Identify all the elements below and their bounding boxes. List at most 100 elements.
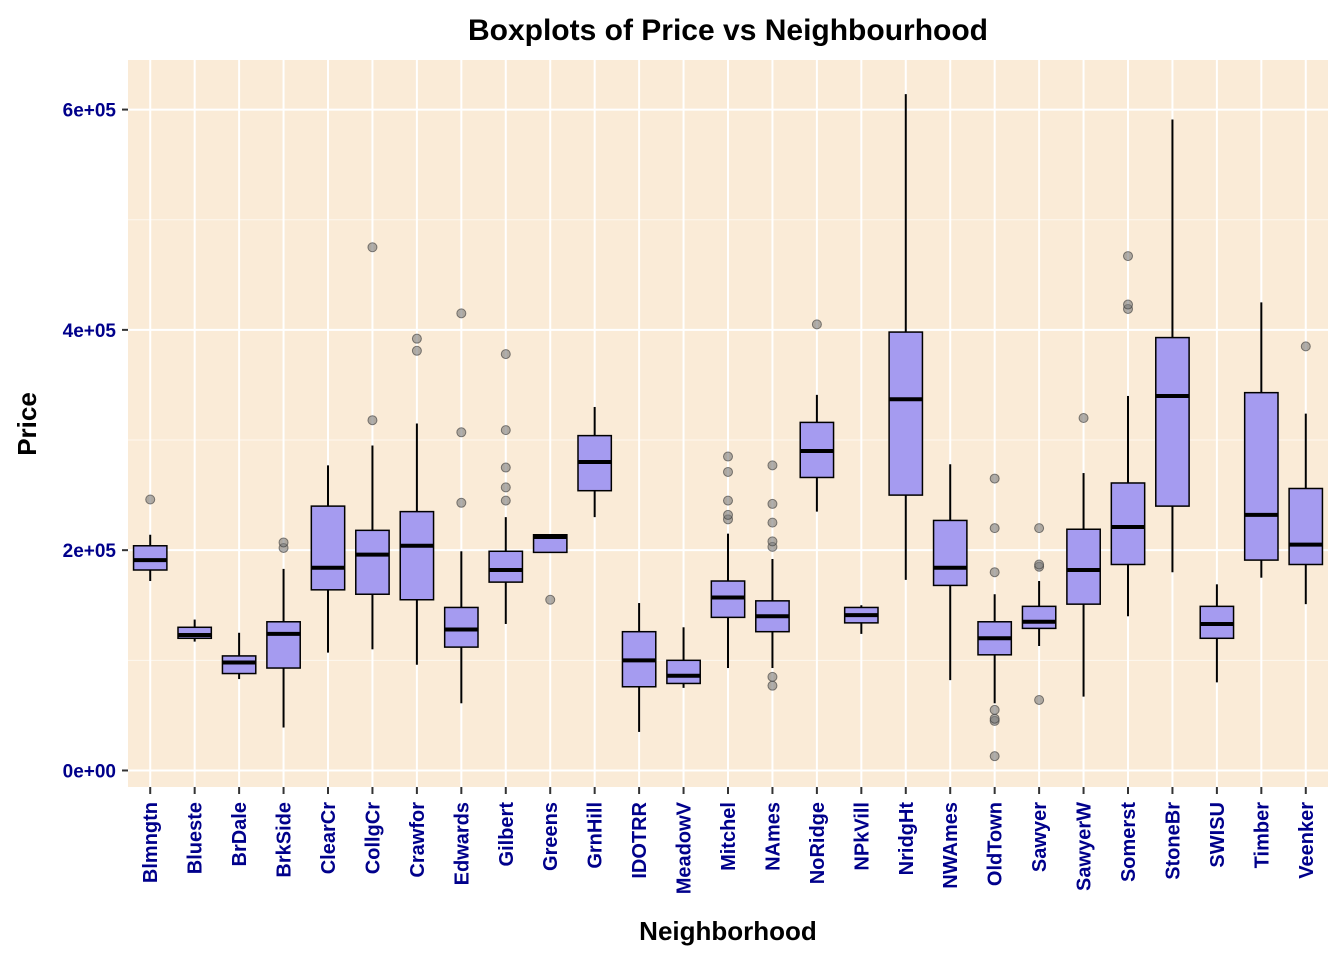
outlier-point (145, 494, 156, 505)
outlier-point (1078, 412, 1089, 423)
box-mitchel (710, 451, 746, 669)
outlier-point (767, 460, 778, 471)
x-tick-label: Timber (1251, 802, 1273, 869)
box-iqr (932, 519, 968, 587)
outlier-point (989, 523, 1000, 534)
outlier-point (767, 498, 778, 509)
box-crawfor (399, 333, 435, 665)
outlier-point (1034, 694, 1045, 705)
x-tick-label: SWISU (1207, 802, 1229, 868)
outlier-point (723, 495, 733, 506)
box-clearcr (310, 465, 346, 653)
outlier-point (500, 482, 511, 493)
x-tick-label: CollgCr (362, 802, 384, 874)
x-axis: Blmngtn Blueste BrDale BrkSide ClearCr CollgC… (140, 787, 1318, 894)
outlier-point (500, 462, 511, 473)
box-iqr (1110, 482, 1146, 566)
outlier-point (989, 704, 1000, 715)
outlier-point (1034, 559, 1045, 570)
outlier-point (767, 680, 778, 691)
y-axis: 0e+00 2e+05 4e+05 6e+05 (63, 101, 128, 782)
box-idotrr (621, 603, 657, 732)
x-tick-label: MeadowV (674, 801, 696, 894)
outlier-point (411, 345, 422, 356)
outlier-point (989, 473, 1000, 484)
x-tick-label: BrDale (229, 802, 251, 866)
x-tick-label: IDOTRR (629, 801, 651, 878)
y-tick-label: 0e+00 (63, 761, 116, 782)
box-blmngtn (132, 494, 168, 582)
outlier-point (811, 319, 822, 330)
x-tick-label: NWAmes (940, 802, 962, 889)
box-meadowv (666, 627, 701, 688)
x-tick-label: Gilbert (496, 802, 518, 867)
outlier-point (1123, 299, 1133, 310)
box-iqr (399, 510, 435, 601)
x-tick-label: NoRidge (807, 802, 829, 884)
outlier-point (500, 495, 511, 506)
x-tick-label: NAmes (762, 802, 784, 871)
outlier-point (767, 536, 778, 547)
box-iqr (1243, 391, 1279, 561)
y-tick-label: 6e+05 (63, 101, 117, 122)
y-tick-label: 2e+05 (63, 541, 117, 562)
box-iqr (888, 331, 924, 496)
box-brkside (266, 537, 301, 728)
y-axis-title: Price (12, 392, 42, 456)
box-iqr (355, 529, 390, 595)
outlier-point (767, 671, 778, 682)
outlier-point (278, 537, 289, 548)
outlier-point (1123, 251, 1133, 262)
outlier-point (367, 242, 378, 253)
outlier-point (989, 713, 1000, 724)
box-iqr (310, 505, 346, 591)
x-tick-label: Mitchel (718, 802, 740, 871)
x-tick-label: Sawyer (1029, 802, 1051, 872)
box-collgcr (355, 242, 390, 650)
box-iqr (1288, 487, 1324, 566)
box-series (132, 94, 1324, 762)
box-sawyer (1021, 523, 1057, 705)
box-names (755, 460, 790, 691)
box-iqr (488, 550, 524, 583)
box-timber (1243, 302, 1279, 578)
box-somerst (1110, 251, 1146, 617)
box-grnhill (577, 406, 613, 518)
box-brdale (221, 632, 257, 680)
outlier-point (411, 333, 422, 344)
box-veenker (1288, 341, 1324, 605)
outlier-point (500, 349, 511, 360)
box-swisu (1199, 584, 1235, 683)
x-tick-label: Crawfor (407, 802, 429, 878)
x-axis-title: Neighborhood (639, 916, 817, 946)
box-iqr (132, 545, 168, 571)
outlier-point (989, 567, 1000, 578)
box-iqr (1155, 336, 1190, 507)
x-tick-label: Edwards (451, 802, 473, 885)
x-tick-label: SawyerW (1074, 802, 1096, 891)
box-iqr (666, 659, 701, 685)
box-iqr (266, 621, 301, 669)
x-tick-label: Blmngtn (140, 802, 162, 883)
x-tick-label: StoneBr (1162, 802, 1184, 880)
outlier-point (367, 415, 378, 426)
outlier-point (1300, 341, 1311, 352)
box-gilbert (488, 349, 524, 624)
outlier-point (456, 427, 467, 438)
x-tick-label: Blueste (185, 802, 207, 874)
x-tick-label: Veenker (1296, 802, 1318, 879)
outlier-point (456, 497, 467, 508)
box-iqr (443, 606, 479, 648)
box-greens (532, 534, 568, 605)
x-tick-label: OldTown (985, 802, 1007, 886)
outlier-point (723, 509, 733, 520)
box-nridght (888, 94, 924, 580)
outlier-point (723, 466, 733, 477)
box-blueste (177, 619, 213, 642)
box-iqr (177, 626, 213, 640)
outlier-point (723, 451, 733, 462)
box-stonebr (1155, 119, 1190, 573)
x-tick-label: ClearCr (318, 802, 340, 874)
outlier-point (1034, 523, 1045, 534)
